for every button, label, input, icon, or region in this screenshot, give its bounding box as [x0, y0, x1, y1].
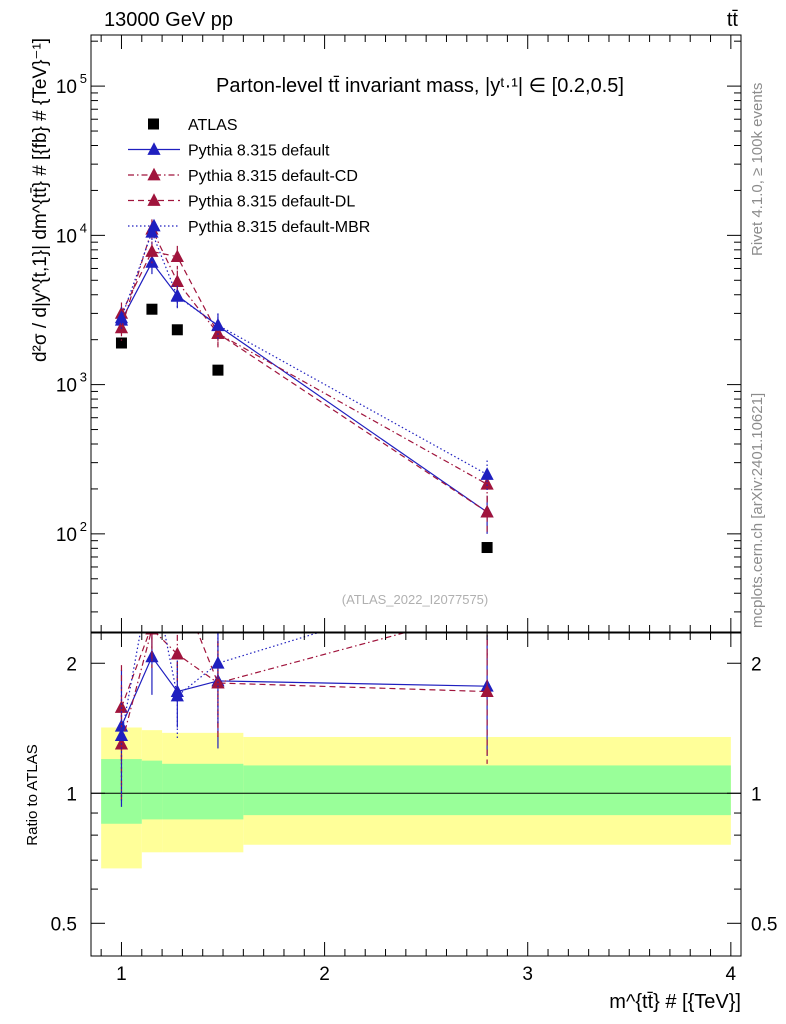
y-tick-exponent: 3 [80, 370, 87, 385]
legend-label: ATLAS [188, 117, 238, 134]
rivet-label: Rivet 4.1.0, ≥ 100k events [749, 83, 766, 256]
ratio-point [170, 646, 184, 660]
mc-point [170, 289, 184, 302]
legend-marker [147, 167, 161, 181]
series-pythia-8-315-default [114, 252, 494, 534]
mcplots-label: mcplots.cern.ch [arXiv:2401.10621] [749, 393, 766, 628]
uncertainty-band-stat [162, 763, 244, 820]
atlas-point [115, 337, 127, 349]
ratio-point [170, 688, 184, 702]
legend-label: Pythia 8.315 default [188, 143, 330, 160]
legend-marker [147, 142, 161, 155]
mc-point [170, 274, 184, 287]
x-tick-label: 4 [726, 964, 737, 985]
mc-point [211, 326, 225, 339]
ratio-point [480, 574, 493, 587]
series-line [120, 227, 488, 485]
analysis-watermark: (ATLAS_2022_I2077575) [342, 592, 488, 607]
y-tick-exponent: 2 [80, 519, 87, 534]
uncertainty-band-stat [243, 765, 731, 816]
ratio-y-tick-label: 1 [66, 784, 77, 805]
ratio-line [120, 633, 320, 736]
x-axis-label: m^{tt̄} # [{TeV}] [609, 991, 741, 1013]
series-line [120, 230, 488, 475]
series-atlas [115, 303, 493, 554]
mc-point [114, 320, 129, 334]
mc-point [145, 255, 159, 268]
ratio-y-tick-label-right: 0.5 [751, 914, 777, 935]
y-tick-exponent: 4 [80, 220, 87, 235]
y-axis-label: d²σ / d|y^{t,1}| dm^{tt̄} # [{fb} # {TeV… [30, 38, 51, 362]
mc-point [480, 477, 494, 490]
atlas-point [212, 364, 224, 376]
y-tick-label: 10 [56, 77, 77, 98]
ratio-point [145, 562, 158, 575]
x-tick-label: 1 [116, 964, 127, 985]
ratio-line [120, 633, 406, 745]
mc-point [211, 318, 225, 331]
ratio-y-tick-label: 2 [66, 654, 77, 675]
ratio-series-pythia-8-315-default-mbr [114, 562, 493, 801]
ratio-point [171, 574, 184, 587]
ratio-y-tick-label: 0.5 [51, 914, 77, 935]
y-tick-label: 10 [56, 376, 77, 397]
uncertainty-band-stat [141, 760, 163, 820]
legend-label: Pythia 8.315 default-DL [188, 194, 355, 211]
ratio-point [145, 618, 158, 631]
atlas-point [171, 324, 183, 336]
x-tick-label: 3 [522, 964, 533, 985]
ratio-point [480, 684, 494, 697]
ratio-y-tick-label-right: 1 [751, 784, 762, 805]
header-left: 13000 GeV pp [104, 9, 233, 31]
ratio-y-axis-label: Ratio to ATLAS [24, 744, 41, 845]
ratio-point [114, 728, 129, 741]
series-pythia-8-315-default-dl [114, 241, 494, 534]
ratio-plot-panel: 0.5 0.5 1 1 2 2 1 2 3 4 Ratio to ATLAS m^{tt̄} # … [24, 562, 777, 1013]
atlas-point [481, 542, 493, 554]
legend-label: Pythia 8.315 default-CD [188, 168, 358, 185]
ratio-frame [90, 632, 742, 957]
mc-point [480, 504, 494, 518]
main-frame [90, 34, 742, 633]
legend-marker [147, 218, 161, 232]
legend: ATLAS Pythia 8.315 default Pythia 8.315 de… [128, 117, 370, 236]
legend-label: Pythia 8.315 default-MBR [188, 219, 370, 236]
atlas-point [146, 303, 158, 315]
ratio-point [211, 656, 225, 669]
mc-point [480, 467, 494, 480]
plot-title: Parton-level tt̄ invariant mass, |yᵗ·¹| … [216, 75, 624, 97]
ratio-point [114, 700, 129, 713]
y-tick-exponent: 5 [80, 71, 87, 86]
ratio-point [114, 736, 129, 750]
y-tick-label: 10 [56, 226, 77, 247]
header-right: tt̄ [727, 9, 739, 31]
ratio-y-tick-label-right: 2 [751, 654, 762, 675]
mc-point [114, 310, 129, 324]
series-pythia-8-315-default-mbr [114, 222, 494, 493]
legend-marker [148, 118, 159, 130]
y-tick-label: 10 [56, 525, 77, 546]
legend-marker [147, 193, 161, 206]
x-tick-label: 2 [319, 964, 330, 985]
mc-point [170, 249, 184, 263]
mc-point [145, 244, 159, 257]
